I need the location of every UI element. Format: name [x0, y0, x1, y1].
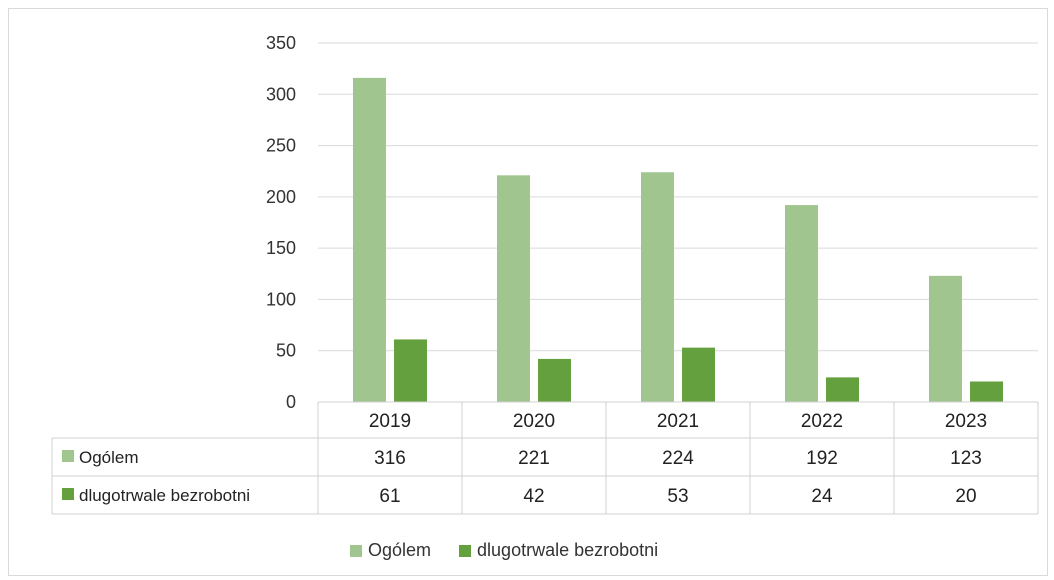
table-cell-value: 192 — [806, 448, 838, 469]
y-tick-label: 50 — [276, 341, 296, 361]
bar — [353, 77, 386, 403]
legend-item-ogolem: Ogólem — [350, 540, 431, 561]
legend-swatch-dlugotrwale — [459, 544, 472, 557]
table-cell-value: 20 — [955, 486, 976, 507]
y-tick-label: 0 — [286, 392, 296, 412]
table-legend-swatch — [62, 450, 74, 462]
legend-label-ogolem: Ogólem — [368, 540, 432, 560]
legend-item-dlugotrwale: dlugotrwale bezrobotni — [459, 540, 658, 561]
bar — [970, 381, 1003, 402]
y-tick-label: 150 — [266, 238, 296, 258]
table-cell-value: 123 — [950, 448, 982, 469]
table-row-label: dlugotrwale bezrobotni — [79, 486, 250, 505]
y-tick-label: 250 — [266, 136, 296, 156]
legend-swatch-ogolem — [350, 544, 362, 557]
table-cell-value: 61 — [379, 486, 400, 507]
category-label: 2021 — [657, 411, 699, 432]
bar — [682, 347, 715, 402]
y-tick-label: 300 — [266, 84, 296, 104]
category-label: 2019 — [369, 411, 411, 432]
bar — [394, 339, 427, 402]
table-cell-value: 316 — [374, 448, 406, 469]
table-cell-value: 24 — [811, 486, 833, 507]
category-label: 2023 — [945, 411, 987, 432]
bar — [497, 175, 530, 402]
legend: Ogólem dlugotrwale bezrobotni — [350, 540, 686, 561]
table-cell-value: 53 — [667, 486, 688, 507]
y-tick-label: 350 — [266, 33, 296, 53]
bar — [826, 377, 859, 402]
bar — [785, 205, 818, 402]
table-cell-value: 221 — [518, 448, 550, 469]
table-cell-value: 224 — [662, 448, 694, 469]
category-label: 2022 — [801, 411, 843, 432]
category-label: 2020 — [513, 411, 555, 432]
table-cell-value: 42 — [523, 486, 544, 507]
legend-label-dlugotrwale: dlugotrwale bezrobotni — [477, 540, 659, 560]
bar — [538, 358, 571, 402]
table-legend-swatch — [62, 488, 74, 500]
y-tick-label: 200 — [266, 187, 296, 207]
bar — [929, 275, 962, 402]
y-tick-label: 100 — [266, 289, 296, 309]
bar — [641, 172, 674, 402]
table-row-label: Ogólem — [79, 448, 139, 467]
